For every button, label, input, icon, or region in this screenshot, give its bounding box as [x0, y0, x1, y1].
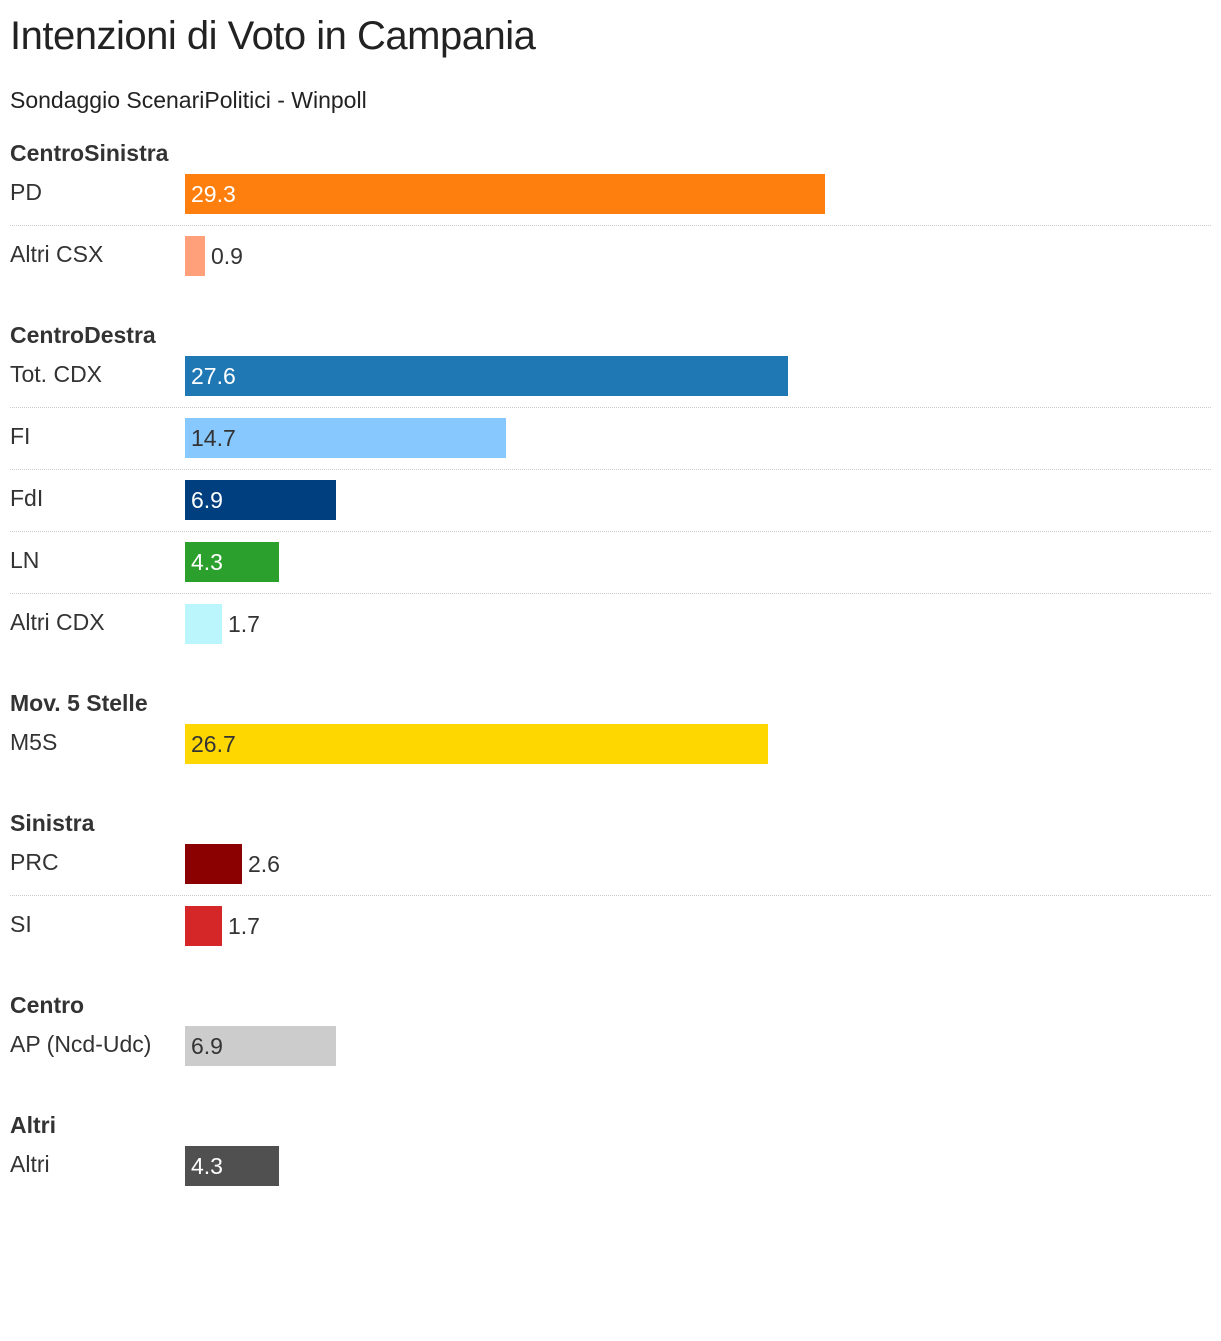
row-label-altri: Altri: [10, 1151, 50, 1177]
row-label-altri-csx: Altri CSX: [10, 241, 104, 267]
bar-pd: [185, 174, 825, 214]
group-heading-centrodestra: CentroDestra: [10, 322, 156, 348]
value-label-m5s: 26.7: [191, 731, 236, 757]
group-heading-centro: Centro: [10, 992, 85, 1018]
chart-title: Intenzioni di Voto in Campania: [10, 14, 536, 58]
value-label-fdi: 6.9: [191, 487, 223, 513]
value-label-altri-cdx: 1.7: [228, 611, 260, 637]
row-divider: [10, 895, 1211, 896]
row-label-m5s: M5S: [10, 729, 58, 755]
value-label-prc: 2.6: [248, 851, 280, 877]
bar-fi: [185, 418, 506, 458]
row-label-si: SI: [10, 911, 32, 937]
value-label-altri-csx: 0.9: [211, 243, 243, 269]
row-divider: [10, 469, 1211, 470]
row-label-tot-cdx: Tot. CDX: [10, 361, 103, 387]
bar-ap-ncd-udc: [185, 1026, 336, 1066]
group-heading-mov-5-stelle: Mov. 5 Stelle: [10, 690, 148, 716]
row-divider: [10, 593, 1211, 594]
group-heading-centrosinistra: CentroSinistra: [10, 140, 169, 166]
value-label-tot-cdx: 27.6: [191, 363, 236, 389]
bar-ln: [185, 542, 279, 582]
bar-altri: [185, 1146, 279, 1186]
value-label-ap-ncd-udc: 6.9: [191, 1033, 223, 1059]
value-label-altri: 4.3: [191, 1153, 223, 1179]
bar-altri-csx: [185, 236, 205, 276]
row-label-pd: PD: [10, 179, 42, 205]
row-label-ln: LN: [10, 547, 40, 573]
row-label-prc: PRC: [10, 849, 59, 875]
group-heading-altri: Altri: [10, 1112, 56, 1138]
bar-m5s: [185, 724, 768, 764]
value-label-ln: 4.3: [191, 549, 223, 575]
bar-altri-cdx: [185, 604, 222, 644]
row-divider: [10, 531, 1211, 532]
row-label-ap-ncd-udc: AP (Ncd-Udc): [10, 1031, 152, 1057]
value-label-pd: 29.3: [191, 181, 236, 207]
row-label-fdi: FdI: [10, 485, 44, 511]
value-label-si: 1.7: [228, 913, 260, 939]
value-label-fi: 14.7: [191, 425, 236, 451]
bar-prc: [185, 844, 242, 884]
row-divider: [10, 225, 1211, 226]
group-heading-sinistra: Sinistra: [10, 810, 95, 836]
bar-fdi: [185, 480, 336, 520]
row-divider: [10, 407, 1211, 408]
bar-tot-cdx: [185, 356, 788, 396]
row-label-fi: FI: [10, 423, 31, 449]
row-label-altri-cdx: Altri CDX: [10, 609, 105, 635]
bar-si: [185, 906, 222, 946]
chart-subtitle: Sondaggio ScenariPolitici - Winpoll: [10, 87, 367, 113]
